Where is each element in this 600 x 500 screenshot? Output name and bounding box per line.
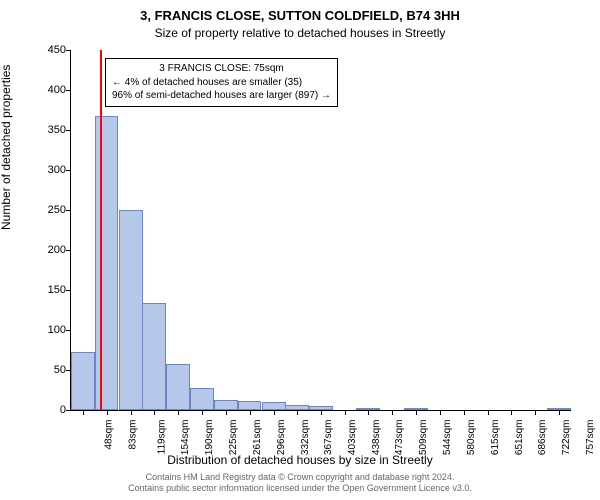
y-tick-mark — [66, 250, 71, 251]
histogram-bar — [547, 408, 571, 410]
x-tick-mark — [321, 410, 322, 415]
x-tick-label: 403sqm — [347, 420, 358, 456]
x-tick-mark — [440, 410, 441, 415]
x-tick-label: 154sqm — [180, 420, 191, 456]
chart-title: 3, FRANCIS CLOSE, SUTTON COLDFIELD, B74 … — [0, 8, 600, 23]
y-tick-label: 150 — [26, 284, 66, 296]
property-size-marker — [100, 50, 102, 410]
y-tick-label: 200 — [26, 244, 66, 256]
y-tick-mark — [66, 170, 71, 171]
x-tick-label: 580sqm — [466, 420, 477, 456]
x-tick-label: 722sqm — [562, 420, 573, 456]
y-tick-mark — [66, 50, 71, 51]
y-tick-label: 400 — [26, 84, 66, 96]
histogram-bar — [262, 402, 286, 410]
x-tick-label: 48sqm — [104, 420, 115, 450]
copyright-line-1: Contains HM Land Registry data © Crown c… — [0, 472, 600, 483]
property-annotation: 3 FRANCIS CLOSE: 75sqm← 4% of detached h… — [105, 58, 338, 107]
x-tick-label: 544sqm — [442, 420, 453, 456]
copyright-notice: Contains HM Land Registry data © Crown c… — [0, 472, 600, 494]
x-tick-mark — [535, 410, 536, 415]
histogram-bar — [285, 405, 309, 410]
y-tick-mark — [66, 210, 71, 211]
histogram-bar — [404, 408, 428, 410]
x-tick-label: 225sqm — [228, 420, 239, 456]
x-tick-mark — [83, 410, 84, 415]
x-tick-mark — [488, 410, 489, 415]
y-tick-mark — [66, 330, 71, 331]
y-tick-label: 350 — [26, 124, 66, 136]
x-tick-label: 686sqm — [537, 420, 548, 456]
x-tick-label: 296sqm — [276, 420, 287, 456]
x-tick-mark — [559, 410, 560, 415]
x-tick-mark — [178, 410, 179, 415]
x-tick-mark — [202, 410, 203, 415]
x-tick-mark — [345, 410, 346, 415]
histogram-bar — [71, 352, 95, 410]
x-tick-mark — [274, 410, 275, 415]
chart-subtitle: Size of property relative to detached ho… — [0, 26, 600, 40]
x-tick-label: 757sqm — [585, 420, 596, 456]
y-tick-label: 300 — [26, 164, 66, 176]
x-tick-label: 367sqm — [323, 420, 334, 456]
annotation-line-2: ← 4% of detached houses are smaller (35) — [112, 76, 331, 90]
y-tick-mark — [66, 130, 71, 131]
histogram-bar — [214, 400, 238, 410]
x-tick-mark — [368, 410, 369, 415]
copyright-line-2: Contains public sector information licen… — [0, 483, 600, 494]
y-tick-label: 50 — [26, 364, 66, 376]
size-distribution-chart: 3, FRANCIS CLOSE, SUTTON COLDFIELD, B74 … — [0, 0, 600, 500]
x-tick-mark — [250, 410, 251, 415]
x-tick-label: 651sqm — [514, 420, 525, 456]
histogram-bar — [356, 408, 380, 410]
y-tick-label: 100 — [26, 324, 66, 336]
x-tick-mark — [464, 410, 465, 415]
histogram-bar — [95, 116, 119, 410]
x-tick-label: 473sqm — [394, 420, 405, 456]
x-tick-mark — [297, 410, 298, 415]
x-tick-label: 83sqm — [127, 420, 138, 450]
x-tick-mark — [511, 410, 512, 415]
histogram-bar — [190, 388, 214, 410]
y-tick-mark — [66, 290, 71, 291]
x-tick-label: 119sqm — [156, 420, 167, 455]
y-tick-label: 450 — [26, 44, 66, 56]
y-axis-label: Number of detached properties — [0, 65, 13, 230]
y-tick-mark — [66, 90, 71, 91]
x-axis-label: Distribution of detached houses by size … — [0, 453, 600, 467]
plot-area: 3 FRANCIS CLOSE: 75sqm← 4% of detached h… — [70, 50, 571, 411]
annotation-line-3: 96% of semi-detached houses are larger (… — [112, 89, 331, 103]
x-tick-mark — [226, 410, 227, 415]
x-tick-mark — [416, 410, 417, 415]
x-tick-label: 509sqm — [419, 420, 430, 456]
annotation-line-1: 3 FRANCIS CLOSE: 75sqm — [112, 62, 331, 76]
histogram-bar — [166, 364, 190, 410]
x-tick-mark — [131, 410, 132, 415]
x-tick-mark — [392, 410, 393, 415]
y-tick-label: 0 — [26, 404, 66, 416]
x-tick-label: 615sqm — [490, 420, 501, 456]
histogram-bar — [142, 303, 166, 410]
x-tick-label: 261sqm — [252, 420, 263, 456]
x-tick-label: 332sqm — [300, 420, 311, 456]
histogram-bar — [309, 406, 333, 410]
x-tick-label: 190sqm — [204, 420, 215, 456]
x-tick-mark — [107, 410, 108, 415]
y-tick-mark — [66, 410, 71, 411]
histogram-bar — [119, 210, 143, 410]
x-tick-label: 438sqm — [371, 420, 382, 456]
x-tick-mark — [154, 410, 155, 415]
y-tick-label: 250 — [26, 204, 66, 216]
histogram-bar — [238, 401, 262, 410]
